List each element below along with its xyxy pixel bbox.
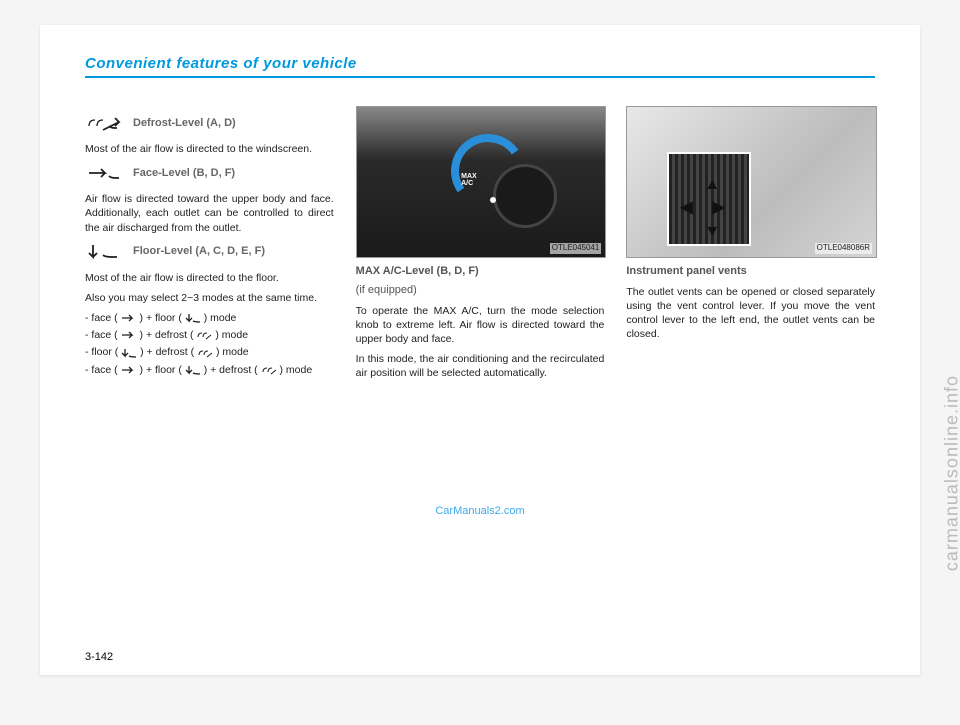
max-ac-title: MAX A/C-Level (B, D, F) [356,264,605,279]
m4c: ) + defrost ( [204,364,258,376]
floor-icon [85,241,123,263]
mode-line-3: - floor ( ) + defrost ( ) mode [85,345,334,359]
max-ac-sub: (if equipped) [356,283,605,298]
m1c: ) mode [204,312,237,324]
section-header: Convenient features of your vehicle [85,55,875,72]
content-columns: Defrost-Level (A, D) Most of the air flo… [85,106,875,387]
defrost-row: Defrost-Level (A, D) [85,112,334,134]
face-title: Face-Level (B, D, F) [133,166,235,181]
floor-icon-inline [185,365,201,375]
face-icon-inline [121,365,137,375]
arrow-up-icon: ▲ [704,174,720,196]
vents-p1: The outlet vents can be opened or closed… [626,285,875,342]
manual-page: Convenient features of your vehicle Defr… [40,25,920,675]
page-number: 3-142 [85,651,113,663]
arrow-down-icon: ▼ [704,221,720,243]
m4a: - face ( [85,364,118,376]
watermark-side: carmanualsonline.info [942,375,960,571]
m2b: ) + defrost ( [140,329,194,341]
column-3: ▲ ▼ ◀ ▶ OTLE048086R Instrument panel ven… [626,106,875,387]
m2a: - face ( [85,329,118,341]
floor-text1: Most of the air flow is directed to the … [85,271,334,285]
defrost-icon-inline [196,330,212,340]
defrost-text: Most of the air flow is directed to the … [85,142,334,156]
floor-icon-inline [185,313,201,323]
image-code-1: OTLE045041 [550,243,602,254]
m1b: ) + floor ( [140,312,182,324]
floor-text2: Also you may select 2~3 modes at the sam… [85,291,334,305]
m1a: - face ( [85,312,118,324]
arrow-left-icon: ◀ [680,197,692,219]
vent-image: ▲ ▼ ◀ ▶ OTLE048086R [626,106,877,258]
m4b: ) + floor ( [140,364,182,376]
face-icon [85,162,123,184]
floor-icon-inline [121,348,137,358]
face-text: Air flow is directed toward the upper bo… [85,192,334,235]
image-code-2: OTLE048086R [815,243,872,254]
max-ac-image: MAX A/C OTLE045041 [356,106,607,258]
column-1: Defrost-Level (A, D) Most of the air flo… [85,106,334,387]
watermark-center: CarManuals2.com [435,505,524,517]
max-ac-p1: To operate the MAX A/C, turn the mode se… [356,304,605,347]
m3b: ) + defrost ( [140,346,194,358]
column-2: MAX A/C OTLE045041 MAX A/C-Level (B, D, … [356,106,605,387]
max-ac-p2: In this mode, the air conditioning and t… [356,352,605,380]
mode-line-2: - face ( ) + defrost ( ) mode [85,328,334,342]
mode-line-1: - face ( ) + floor ( ) mode [85,311,334,325]
floor-title: Floor-Level (A, C, D, E, F) [133,244,265,259]
defrost-title: Defrost-Level (A, D) [133,116,236,131]
m4d: ) mode [280,364,313,376]
vents-title: Instrument panel vents [626,264,875,279]
floor-row: Floor-Level (A, C, D, E, F) [85,241,334,263]
vent-outline: ▲ ▼ ◀ ▶ [667,152,751,246]
arrow-right-icon: ▶ [712,197,724,219]
defrost-icon-inline [261,365,277,375]
defrost-icon [85,112,123,134]
mode-line-4: - face ( ) + floor ( ) + defrost ( ) mod… [85,363,334,377]
mode-knob [493,164,557,228]
defrost-icon-inline [197,348,213,358]
face-icon-inline [121,313,137,323]
max-ac-label: MAX A/C [461,173,477,187]
m3a: - floor ( [85,346,118,358]
face-row: Face-Level (B, D, F) [85,162,334,184]
m2c: ) mode [215,329,248,341]
m3c: ) mode [216,346,249,358]
header-rule [85,76,875,78]
face-icon-inline [121,330,137,340]
